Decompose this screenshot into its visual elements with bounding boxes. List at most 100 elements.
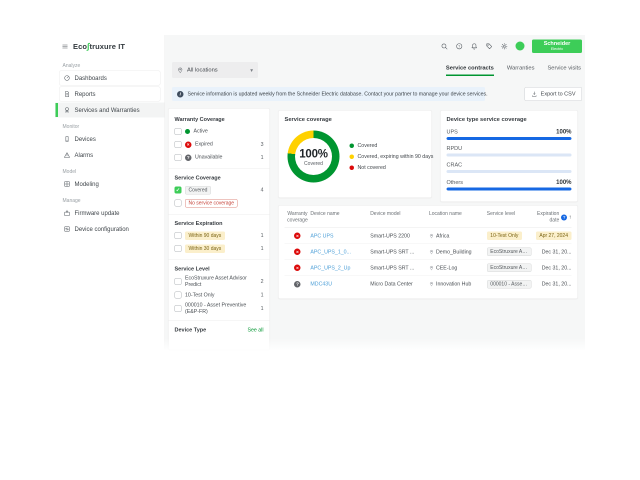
checkbox[interactable] xyxy=(174,154,182,161)
sidebar-item-device-configuration[interactable]: Device configuration xyxy=(59,222,161,237)
device-model-cell: Micro Data Center xyxy=(370,281,413,287)
bar-row-rpdu: RPDU xyxy=(446,146,572,157)
filter-group-header: Device Type See all xyxy=(175,327,264,333)
help-icon[interactable]: ? xyxy=(456,42,464,50)
export-csv-button[interactable]: Export to CSV xyxy=(524,87,582,101)
checkbox[interactable]: ✓ xyxy=(174,186,182,194)
tab-bar: Service contracts Warranties Service visit… xyxy=(445,65,581,76)
filter-option-label: 000010 - Asset Preventive (E&P-FR) xyxy=(185,302,247,315)
filter-option-ecostruxure-asset-advisor-predict[interactable]: EcoStruxure Asset Advisor Predict 2 xyxy=(174,275,264,288)
filter-option-within-30-days[interactable]: Within 30 days 1 xyxy=(174,243,264,255)
sidebar-section-label: Manage xyxy=(62,198,81,204)
device-name-cell: APC_UPS_2_Up xyxy=(310,265,370,271)
schneider-logo[interactable]: Schneider Electric xyxy=(532,39,582,53)
checkbox[interactable] xyxy=(174,232,182,239)
sidebar-item-modeling[interactable]: Modeling xyxy=(59,177,161,192)
donut-value: 100% xyxy=(299,146,328,160)
feedback-icon[interactable] xyxy=(486,42,494,50)
device-name-link[interactable]: APC UPS xyxy=(310,232,334,239)
legend-dot xyxy=(349,143,354,148)
menu-icon[interactable] xyxy=(62,43,69,50)
logo-glyph: ∫ xyxy=(87,41,90,52)
filter-option-unavailable[interactable]: ? Unavailable 1 xyxy=(174,152,264,164)
firmware-icon xyxy=(64,209,71,217)
active-status-icon xyxy=(185,129,190,134)
filter-option-active[interactable]: Active xyxy=(174,126,264,138)
table-row: × APC_UPS_1_0... Smart-UPS SRT ... Demo_Bui… xyxy=(284,244,572,260)
filter-option-no-service-coverage[interactable]: No service coverage xyxy=(174,197,264,209)
avatar[interactable] xyxy=(515,41,525,51)
tab-warranties[interactable]: Warranties xyxy=(506,65,535,71)
column-header-device-name[interactable]: Device name xyxy=(310,211,370,217)
device-name-link[interactable]: APC_UPS_2_Up xyxy=(310,264,351,271)
filter-option-badge: Covered xyxy=(185,185,211,195)
checkbox[interactable] xyxy=(174,245,182,252)
service-level-cell: 10-Test Only xyxy=(486,231,532,240)
search-icon[interactable] xyxy=(441,42,449,50)
filter-option-expired[interactable]: × Expired 3 xyxy=(174,139,264,151)
sidebar-item-reports[interactable]: Reports xyxy=(59,86,161,102)
column-header-label: Warranty coverage xyxy=(287,211,308,223)
sidebar-item-dashboards[interactable]: Dashboards xyxy=(59,70,161,86)
checkbox[interactable] xyxy=(174,128,182,135)
bar-fill xyxy=(446,137,572,140)
bar-head: RPDU xyxy=(447,146,572,152)
checkbox[interactable] xyxy=(174,305,182,313)
tab-service-visits[interactable]: Service visits xyxy=(547,65,581,71)
location-filter-dropdown[interactable]: All locations ▾ xyxy=(172,62,258,78)
unavailable-status-icon: ? xyxy=(185,154,192,161)
settings-icon[interactable] xyxy=(501,42,509,50)
service-level-cell: EcoStruxure Ass... xyxy=(486,247,532,256)
filter-option-count: 1 xyxy=(260,292,264,299)
device-type-coverage-card: Device type service coverage UPS 100% RPDU… xyxy=(440,110,578,202)
filter-option-000010-asset-preventive-e-p-fr[interactable]: 000010 - Asset Preventive (E&P-FR) 1 xyxy=(174,302,264,315)
tab-service-contracts[interactable]: Service contracts xyxy=(445,65,494,76)
device-name-cell: APC_UPS_1_0... xyxy=(310,249,370,255)
filter-option-badge: Within 30 days xyxy=(185,244,225,253)
device-type-coverage-title: Device type service coverage xyxy=(446,116,527,123)
schneider-logo-line2: Electric xyxy=(550,46,564,52)
device-name-link[interactable]: APC_UPS_1_0... xyxy=(310,248,351,255)
column-header-location-name[interactable]: Location name xyxy=(429,211,487,217)
sidebar-item-alarms[interactable]: Alarms xyxy=(59,148,161,163)
filter-option-within-90-days[interactable]: Within 90 days 1 xyxy=(174,230,264,242)
divider xyxy=(168,168,270,169)
filter-group-title: Warranty Coverage xyxy=(174,116,225,123)
notifications-icon[interactable] xyxy=(471,42,479,50)
checkbox[interactable] xyxy=(174,278,182,286)
see-all-link[interactable]: See all xyxy=(247,326,264,333)
checkbox[interactable] xyxy=(174,199,182,207)
sidebar-item-firmware-update[interactable]: Firmware update xyxy=(59,206,161,221)
active-indicator xyxy=(55,103,58,117)
filter-group-title: Service Level xyxy=(174,266,210,272)
checkbox[interactable] xyxy=(174,291,182,299)
column-header-warranty-coverage[interactable]: Warranty coverage xyxy=(285,211,311,224)
checkbox[interactable] xyxy=(174,141,182,148)
column-header-device-model[interactable]: Device model xyxy=(370,211,429,217)
column-header-expiration-date[interactable]: Expiration date? ↑ xyxy=(532,211,572,224)
bar-row-crac: CRAC xyxy=(446,162,572,173)
app-logo[interactable]: Eco∫truxure IT xyxy=(55,35,165,57)
filter-groups: Warranty Coverage Active × Expired 3? Unavail… xyxy=(168,116,270,333)
donut-chart: 100% Covered xyxy=(287,130,340,183)
export-csv-label: Export to CSV xyxy=(540,91,576,97)
bar-fill xyxy=(446,187,572,191)
filter-group-header: Service Level xyxy=(175,266,264,272)
location-name: Demo_Building xyxy=(435,248,472,255)
device-name-link[interactable]: MDC43U xyxy=(310,281,332,287)
expiration-text: Dec 31, 20... xyxy=(541,264,572,271)
sidebar-item-services-and-warranties[interactable]: Services and Warranties xyxy=(55,102,165,118)
column-header-service-level[interactable]: Service level xyxy=(487,211,532,217)
sort-ascending-icon[interactable]: ↑ xyxy=(568,213,572,220)
filter-option-covered[interactable]: ✓ Covered 4 xyxy=(174,184,264,196)
filter-group-header: Service Expiration xyxy=(175,221,264,227)
bar-track xyxy=(446,187,572,191)
bar-label: RPDU xyxy=(446,145,463,152)
filter-option-10-test-only[interactable]: 10-Test Only 1 xyxy=(174,289,264,301)
location-pin-icon xyxy=(429,249,434,254)
expiration-date-cell: Dec 31, 20... xyxy=(532,249,572,255)
bar-track xyxy=(446,170,572,173)
table-row: × APC_UPS_2_Up Smart-UPS SRT ... CEE-Log Eco… xyxy=(284,260,572,276)
sidebar-item-devices[interactable]: Devices xyxy=(59,132,161,147)
info-icon[interactable]: ? xyxy=(561,214,568,221)
